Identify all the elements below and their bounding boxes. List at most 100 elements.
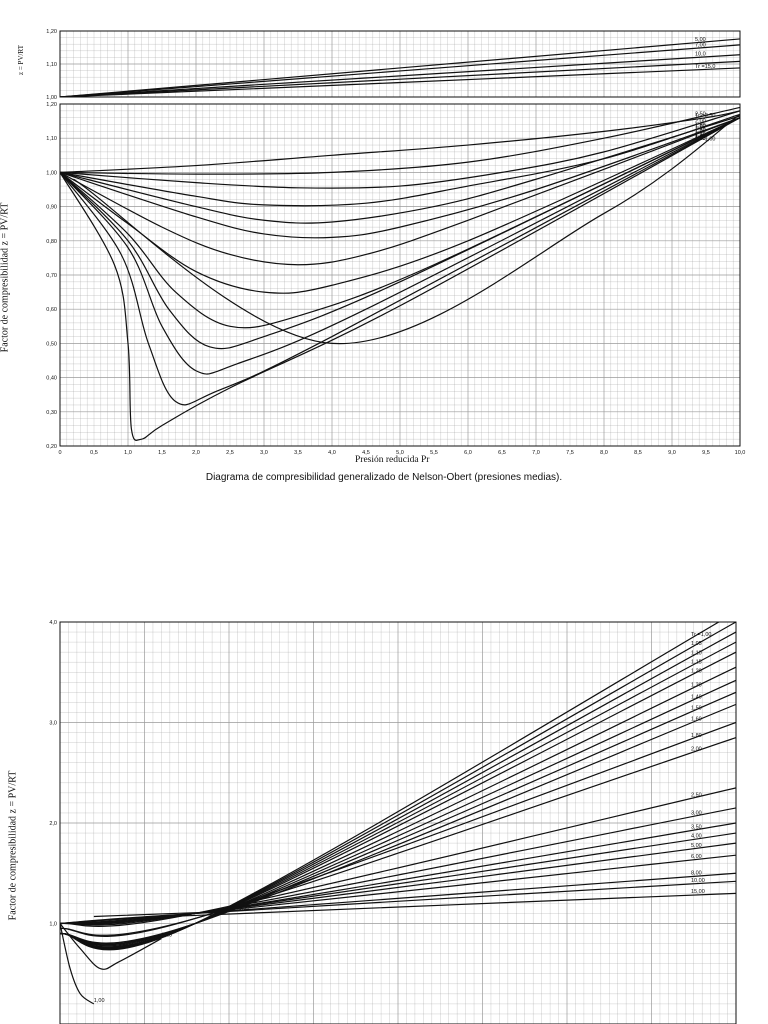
series-line — [60, 832, 736, 925]
series-line — [73, 113, 740, 345]
series-group — [60, 622, 736, 1005]
series-line — [60, 110, 740, 189]
x-tick-label: 3,0 — [260, 450, 268, 456]
y-tick-label: 1,20 — [46, 102, 57, 108]
y-tick-label: 1,10 — [46, 62, 57, 68]
series-label: 8,00 — [691, 871, 702, 877]
series-line — [60, 115, 740, 224]
lower-plot: Tr =1,00 1,05 1,10 1,15 1,20 1,30 1,40 1,50 1,60… — [49, 620, 737, 1024]
series-label: 1,15 — [695, 133, 706, 139]
y-tick-label: 0,60 — [46, 307, 57, 313]
series-label: 1,00 — [94, 998, 105, 1004]
y-tick-label: 0,70 — [46, 273, 57, 279]
series-label: 2,50 — [695, 112, 706, 118]
series-label: 1,80 — [695, 123, 706, 129]
series-label: 7,00 — [695, 42, 706, 48]
series-label: 6,00 — [691, 854, 702, 860]
series-label: 1,15 — [691, 660, 702, 666]
series-label: 1,10 — [691, 650, 702, 656]
series-label: Tr =1,00 — [691, 632, 711, 638]
x-tick-label: 9,5 — [702, 450, 710, 456]
series-line — [60, 842, 736, 925]
series-label: 1,10 — [695, 135, 706, 141]
series-label: Tr =15,0 — [695, 64, 715, 70]
plot-frame — [59, 103, 741, 447]
series-label: 2,50 — [691, 792, 702, 798]
series-label: 1,40 — [695, 129, 706, 135]
x-tick-label: 9,0 — [668, 450, 676, 456]
series-label: 2,00 — [691, 747, 702, 753]
main-xlabel: Presión reducida Pr — [355, 455, 430, 465]
series-line — [60, 117, 740, 294]
series-label: 1,05 — [691, 641, 702, 647]
series-label: 5,00 — [695, 37, 706, 43]
series-line — [60, 54, 740, 97]
x-tick-label: 8,5 — [634, 450, 642, 456]
series-line — [60, 44, 740, 97]
series-line — [60, 106, 740, 175]
series-label: 3,50 — [691, 825, 702, 831]
y-tick-label: 0,50 — [46, 341, 57, 347]
series-line — [60, 117, 740, 239]
series-group — [60, 38, 740, 97]
series-label: 3,00 — [691, 811, 702, 817]
series-line — [60, 117, 740, 350]
plot-frame — [59, 30, 741, 98]
x-tick-label: 10,0 — [735, 450, 746, 456]
series-line — [60, 117, 740, 266]
grid — [59, 103, 741, 447]
grid — [59, 621, 737, 1024]
series-line — [60, 60, 740, 97]
series-line — [60, 787, 736, 927]
x-tick-label: 2,5 — [226, 450, 234, 456]
series-label: 1,20 — [695, 133, 706, 139]
series-label: 1,30 — [691, 683, 702, 689]
x-tick-label: 1,5 — [158, 450, 166, 456]
series-label: 4,00 — [691, 834, 702, 840]
series-line — [60, 807, 736, 926]
series-line — [60, 666, 736, 947]
series-label: 1,05 — [695, 136, 706, 142]
y-tick-label: 2,0 — [49, 821, 57, 827]
series-line — [60, 854, 736, 925]
x-tick-label: 8,0 — [600, 450, 608, 456]
series-label: 1,80 — [691, 733, 702, 739]
series-line — [60, 923, 162, 970]
series-line — [60, 117, 740, 375]
series-label: Tr =5,00 — [229, 905, 249, 911]
y-tick-label: 4,0 — [49, 620, 57, 626]
x-tick-label: 0,5 — [90, 450, 98, 456]
series-label: 5,00 — [691, 843, 702, 849]
series-label: 1,60 — [695, 124, 706, 130]
y-tick-label: 0,30 — [46, 410, 57, 416]
series-line — [60, 117, 740, 406]
series-label: 1,30 — [695, 132, 706, 138]
series-line — [60, 923, 95, 1005]
x-tick-label: 5,5 — [430, 450, 438, 456]
y-tick-label: 0,20 — [46, 444, 57, 450]
series-label: Tr =3,50 — [695, 113, 715, 119]
x-tick-label: 3,5 — [294, 450, 302, 456]
series-label: 10,00 — [691, 878, 705, 884]
main-plot: Tr =3,502,502,001,801,601,501,401,301,20… — [46, 102, 745, 456]
y-tick-label: 0,40 — [46, 376, 57, 382]
series-line — [60, 67, 740, 97]
x-tick-label: 7,0 — [532, 450, 540, 456]
x-tick-label: 7,5 — [566, 450, 574, 456]
series-line — [60, 737, 736, 936]
series-label: 1,20 — [691, 669, 702, 675]
series-label: 1,60 — [691, 717, 702, 723]
series-label: 2,00 — [695, 118, 706, 124]
series-line — [60, 721, 736, 937]
series-group — [60, 106, 740, 441]
y-tick-label: 0,80 — [46, 239, 57, 245]
x-tick-label: 4,0 — [328, 450, 336, 456]
x-tick-label: 6,0 — [464, 450, 472, 456]
main-ylabel: Factor de compresibilidad z = PV/RT — [0, 202, 11, 353]
series-line — [60, 892, 736, 925]
series-line — [93, 910, 230, 918]
y-tick-label: 1,00 — [46, 95, 57, 101]
series-label: 1,20 — [161, 933, 172, 939]
y-tick-label: 3,0 — [49, 721, 57, 727]
